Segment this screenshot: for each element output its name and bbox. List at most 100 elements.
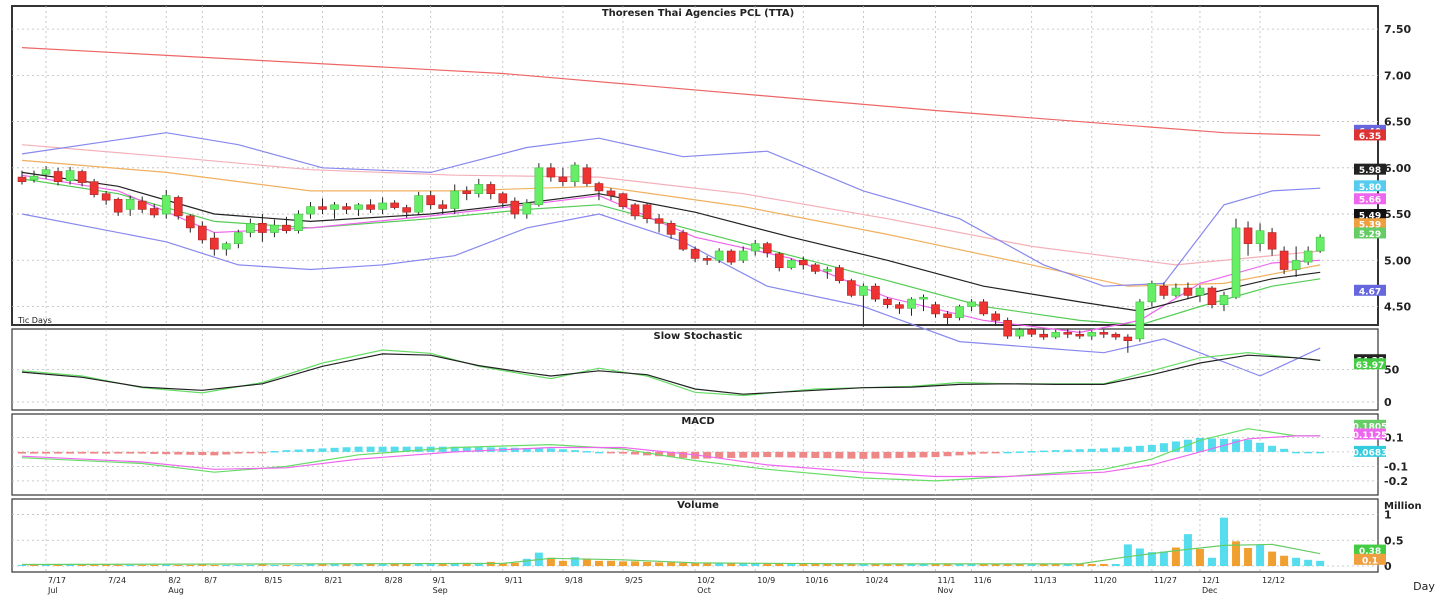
macd-hist-bar-down — [679, 451, 688, 458]
candle-down — [89, 181, 99, 195]
candle-down — [558, 176, 568, 182]
candle-down — [943, 313, 952, 318]
volume-bar-down — [1280, 555, 1289, 566]
macd-hist-bar-down — [138, 451, 147, 454]
macd-hist-bar-down — [90, 451, 99, 454]
macd-hist-bar-down — [102, 451, 111, 454]
macd-hist-bar-down — [883, 451, 892, 459]
candle-down — [895, 304, 904, 309]
volume-bar-down — [30, 564, 39, 566]
volume-bar-down — [655, 562, 664, 566]
volume-bar-down — [1244, 548, 1253, 566]
macd-hist-bar-up — [402, 446, 411, 452]
candle-down — [1159, 285, 1169, 296]
macd-hist-bar-up — [1280, 448, 1289, 452]
volume-unit-label: Million — [1384, 501, 1422, 512]
volume-bar-down — [150, 564, 159, 566]
volume-bar-up — [1159, 551, 1168, 566]
volume-bar-up — [919, 563, 928, 566]
candle-down — [510, 200, 520, 215]
volume-bar-up — [967, 563, 976, 566]
volume-marker-label-box — [1354, 553, 1386, 565]
candle-down — [1111, 333, 1121, 338]
volume-bar-up — [270, 564, 279, 566]
price-marker-label-box — [1354, 193, 1386, 205]
x-tick-label: 12/12 — [1262, 576, 1285, 585]
volume-bar-down — [943, 563, 952, 566]
x-tick-label: 11/20 — [1094, 576, 1117, 585]
candle-down — [883, 298, 892, 305]
volume-bar-up — [751, 563, 760, 566]
macd-hist-bar-down — [955, 451, 964, 456]
x-month-label: Nov — [938, 586, 954, 595]
candle-down — [1063, 332, 1073, 335]
candle-up — [234, 232, 243, 244]
volume-bar-up — [450, 563, 459, 566]
volume-bar-up — [306, 564, 315, 566]
macd-title: MACD — [681, 416, 714, 427]
macd-hist-bar-down — [643, 451, 652, 456]
candle-down — [390, 202, 399, 208]
price-marker-label: 5.66 — [1359, 196, 1381, 206]
candle-down — [847, 280, 856, 296]
macd-hist-bar-down — [258, 451, 267, 454]
volume-bar-up — [222, 564, 231, 566]
x-month-label: Dec — [1202, 586, 1217, 595]
volume-bar-up — [234, 564, 243, 566]
price-tick-label: 7.50 — [1384, 23, 1411, 36]
price-marker-label: 5.98 — [1359, 166, 1381, 176]
macd-hist-bar-down — [162, 451, 171, 455]
candle-down — [642, 204, 652, 219]
price-marker-label: 5.39 — [1359, 221, 1381, 231]
macd-hist-bar-up — [1207, 438, 1216, 452]
volume-bar-up — [787, 563, 796, 566]
candle-up — [29, 175, 39, 181]
candle-up — [907, 298, 916, 309]
candle-down — [486, 184, 496, 195]
corner-label: Tic Days — [17, 316, 52, 325]
volume-bar-up — [859, 563, 868, 566]
x-month-label: Oct — [697, 586, 711, 595]
ma-pink-line — [21, 144, 1321, 266]
candle-down — [1183, 287, 1193, 296]
macd-hist-bar-down — [150, 451, 159, 454]
candle-up — [65, 170, 75, 182]
candle-down — [762, 243, 772, 254]
volume-bar-up — [739, 563, 748, 566]
candle-up — [967, 301, 976, 307]
volume-bar-down — [594, 560, 603, 566]
candle-up — [1171, 287, 1181, 296]
candle-up — [414, 195, 423, 213]
volume-title: Volume — [677, 500, 719, 511]
macd-hist-bar-up — [414, 446, 423, 452]
x-tick-label: 10/24 — [865, 576, 888, 585]
candle-up — [474, 184, 484, 195]
volume-bar-down — [823, 563, 832, 566]
volume-bar-down — [631, 561, 640, 566]
macd-hist-bar-up — [582, 451, 591, 453]
volume-bar-down — [342, 563, 351, 566]
candle-up — [1315, 236, 1325, 252]
macd-hist-bar-down — [114, 451, 123, 454]
candle-down — [77, 171, 87, 183]
macd-hist-bar-up — [1171, 441, 1180, 452]
candle-down — [366, 204, 375, 210]
macd-marker-label-box — [1354, 445, 1386, 457]
x-tick-label: 11/6 — [974, 576, 992, 585]
volume-bar-down — [1015, 563, 1024, 566]
volume-bar-down — [643, 561, 652, 566]
volume-bar-up — [1256, 544, 1265, 566]
candle-down — [678, 232, 688, 250]
volume-bar-up — [1292, 557, 1301, 566]
candle-up — [859, 285, 868, 296]
volume-bar-up — [1027, 563, 1036, 566]
candle-down — [582, 167, 592, 184]
x-tick-label: 11/13 — [1034, 576, 1057, 585]
macd-hist-bar-down — [991, 451, 1000, 454]
macd-hist-bar-down — [54, 451, 63, 454]
volume-bar-down — [1099, 563, 1108, 566]
macd-hist-bar-up — [1087, 448, 1096, 452]
volume-bar-down — [847, 563, 856, 566]
volume-bar-up — [1207, 557, 1216, 566]
macd-hist-bar-up — [342, 447, 351, 452]
